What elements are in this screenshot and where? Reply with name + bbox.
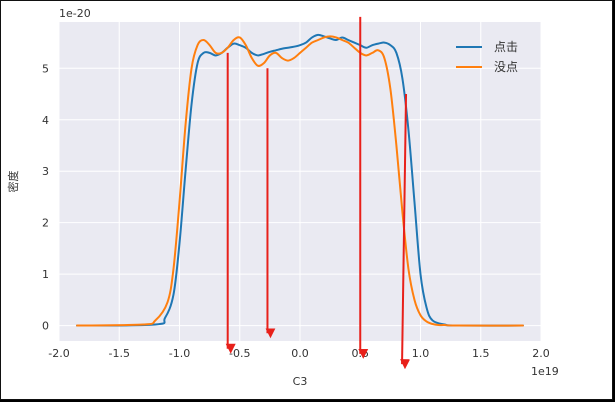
y-tick-label: 0: [42, 320, 49, 333]
series-line-1: [76, 35, 524, 327]
y-axis-label: 密度: [6, 171, 20, 193]
y-offset-label: 1e-20: [59, 7, 91, 20]
y-tick-label: 5: [42, 62, 49, 75]
x-tick-label: 1.0: [412, 347, 430, 360]
x-tick-label: -2.0: [48, 347, 69, 360]
y-tick-label: 2: [42, 217, 49, 230]
x-tick-label: 1.5: [472, 347, 490, 360]
x-axis-label: C3: [293, 375, 308, 388]
x-tick-label: -1.0: [169, 347, 190, 360]
legend-label: 点击: [494, 40, 518, 54]
x-tick-label: 0.0: [291, 347, 309, 360]
x-tick-label: 2.0: [532, 347, 550, 360]
y-tick-label: 4: [42, 114, 49, 127]
x-tick-label: -1.5: [109, 347, 130, 360]
x-tick-label: -0.5: [229, 347, 250, 360]
annotation-arrow: [400, 94, 411, 370]
y-tick-label: 3: [42, 165, 49, 178]
legend-label: 没点: [494, 59, 518, 74]
series-line-0: [76, 33, 524, 327]
y-tick-label: 1: [42, 268, 49, 281]
x-offset-label: 1e19: [531, 365, 559, 378]
